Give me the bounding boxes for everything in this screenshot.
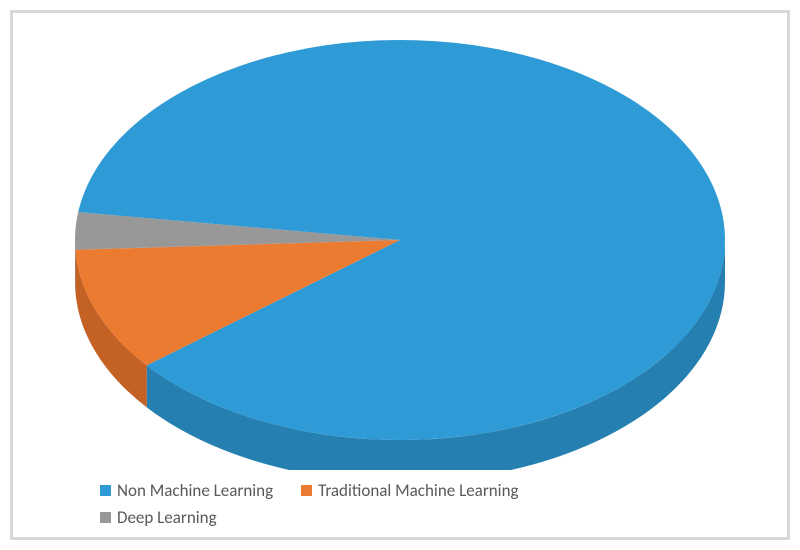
- pie-chart-3d: [0, 0, 800, 470]
- legend-label-trad_ml: Traditional Machine Learning: [318, 480, 518, 501]
- legend-item-trad_ml: Traditional Machine Learning: [301, 480, 518, 501]
- legend-item-non_ml: Non Machine Learning: [100, 480, 273, 501]
- legend-swatch-non_ml: [100, 485, 111, 496]
- legend-label-deep: Deep Learning: [117, 507, 217, 528]
- legend-item-deep: Deep Learning: [100, 507, 217, 528]
- legend-label-non_ml: Non Machine Learning: [117, 480, 273, 501]
- legend: Non Machine Learning Traditional Machine …: [100, 480, 547, 534]
- legend-swatch-trad_ml: [301, 485, 312, 496]
- legend-swatch-deep: [100, 512, 111, 523]
